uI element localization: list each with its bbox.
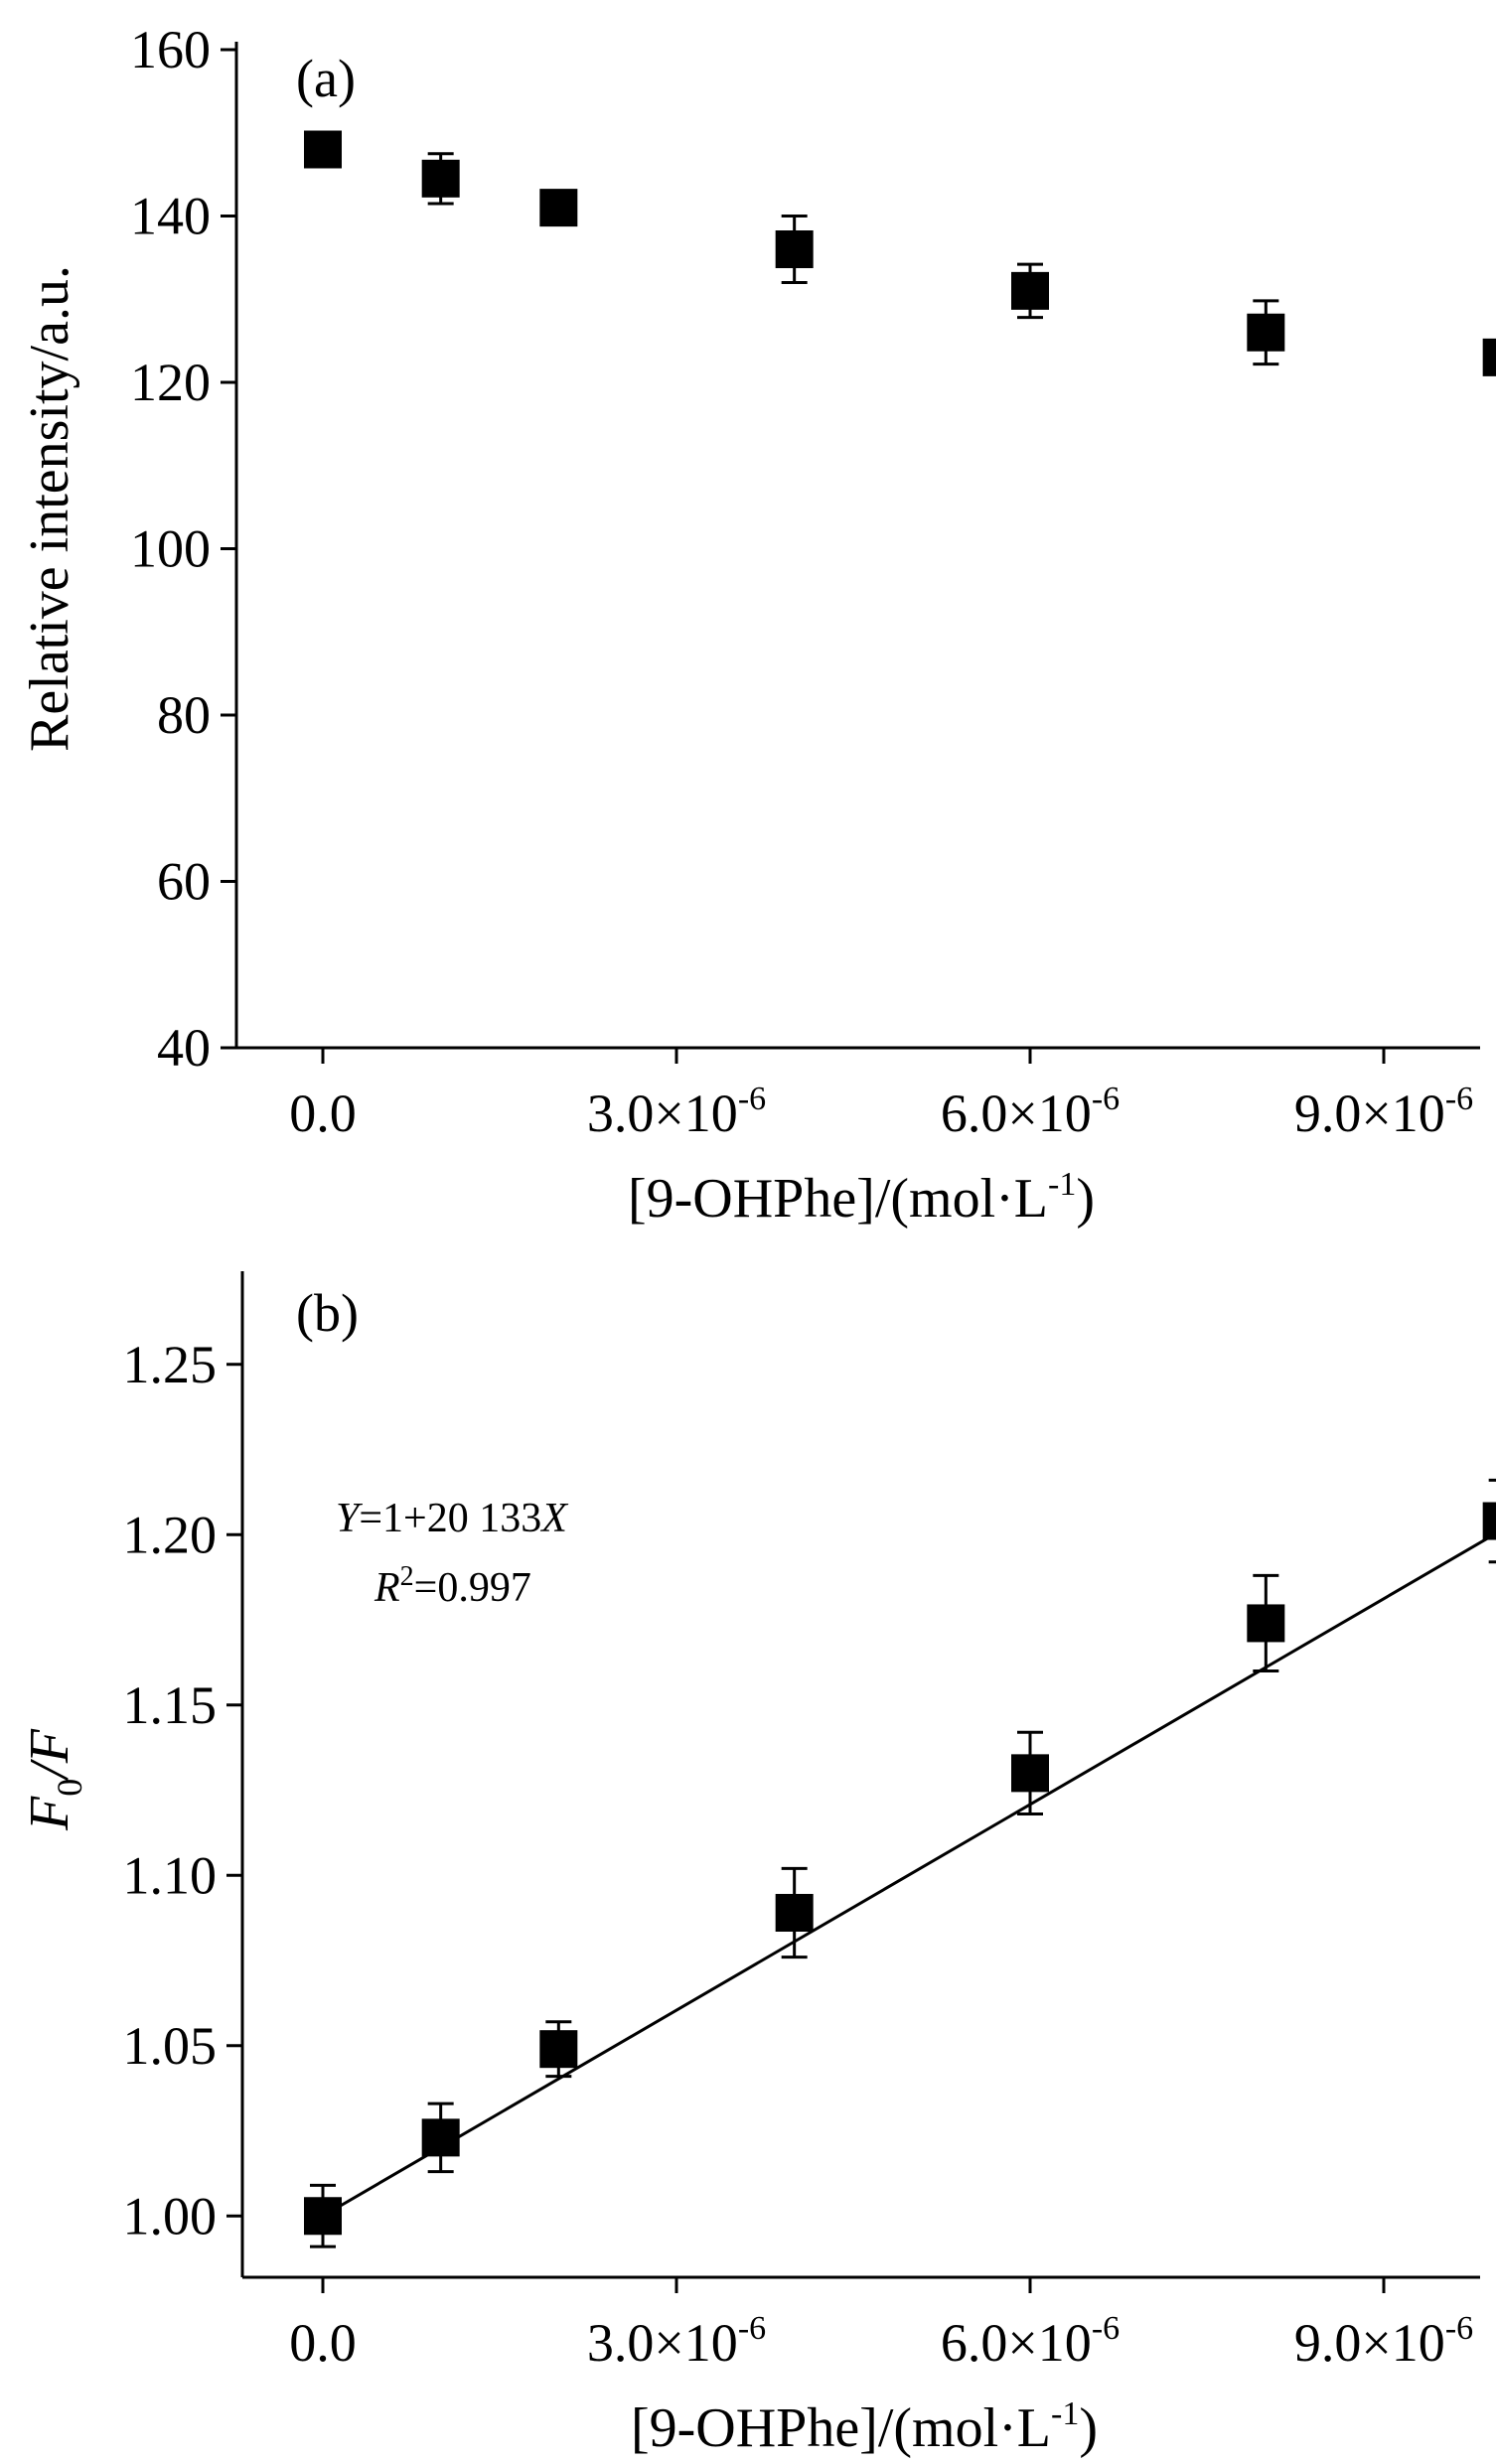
x-tick-mantissa: 6.0×10 — [941, 1084, 1092, 1143]
chart-panel-b: 1.001.051.101.151.201.250.0 3.0×10-6 6.0×1… — [19, 1271, 1496, 2459]
data-point — [775, 1893, 814, 1932]
x-tick-exponent: -6 — [1092, 2310, 1120, 2347]
x-axis-title: [9-OHPhe]/(mol·L-1) — [631, 2395, 1098, 2459]
data-point — [304, 130, 342, 169]
y-tick-label: 120 — [130, 353, 211, 412]
x-tick-exponent: -6 — [1445, 1081, 1473, 1117]
r-squared-sup: 2 — [400, 1561, 414, 1592]
y-tick-label: 80 — [157, 685, 211, 745]
r-squared-r: R — [374, 1565, 400, 1611]
x-tick-label: 3.0×10-6 — [587, 1081, 766, 1143]
x-axis-title-main: [9-OHPhe]/(mol·L — [631, 2397, 1051, 2459]
x-axis-title-superscript: -1 — [1051, 2395, 1079, 2432]
data-point — [1482, 1502, 1496, 1540]
x-tick-mantissa: 3.0×10 — [587, 2313, 738, 2373]
x-axis-title-tail: ) — [1076, 1168, 1095, 1230]
panel-label: (a) — [296, 49, 356, 108]
x-tick-exponent: -6 — [738, 1081, 766, 1117]
y-tick-label: 60 — [157, 852, 211, 912]
x-tick-mantissa: 9.0×10 — [1294, 1084, 1445, 1143]
data-point — [304, 2197, 342, 2236]
data-point — [1011, 271, 1049, 310]
y-tick-label: 1.00 — [123, 2186, 218, 2246]
x-tick-mantissa: 3.0×10 — [587, 1084, 738, 1143]
data-point — [539, 2030, 578, 2069]
x-tick-label: 9.0×10-6 — [1294, 1081, 1473, 1143]
y-axis-title-rest: /F — [19, 1728, 80, 1782]
x-tick-label: 3.0×10-6 — [587, 2310, 766, 2373]
x-tick-mantissa: 6.0×10 — [941, 2313, 1092, 2373]
data-point — [1247, 313, 1285, 352]
x-tick-exponent: -6 — [1445, 2310, 1473, 2347]
fit-equation-x: X — [539, 1496, 569, 1541]
x-tick-label: 9.0×10-6 — [1294, 2310, 1473, 2373]
data-point — [421, 2118, 460, 2157]
x-tick-mantissa: 0.0 — [289, 1084, 357, 1143]
r-squared: R2=0.997 — [374, 1561, 531, 1611]
fit-equation-mid: =1+20 133 — [359, 1496, 541, 1541]
x-axis-title: [9-OHPhe]/(mol·L-1) — [628, 1166, 1095, 1230]
x-tick-label: 0.0 — [289, 2313, 357, 2373]
panel-label: (b) — [296, 1283, 359, 1343]
x-axis-title-tail: ) — [1079, 2397, 1098, 2459]
x-axis-title-main: [9-OHPhe]/(mol·L — [628, 1168, 1048, 1230]
data-point — [1011, 1754, 1049, 1793]
y-axis-title-subscript: 0 — [50, 1779, 89, 1797]
y-tick-label: 1.20 — [123, 1505, 218, 1564]
x-tick-label: 6.0×10-6 — [941, 1081, 1120, 1143]
y-tick-label: 140 — [130, 187, 211, 246]
x-tick-label: 0.0 — [289, 1084, 357, 1143]
x-tick-exponent: -6 — [738, 2310, 766, 2347]
data-point — [775, 230, 814, 268]
x-tick-label: 6.0×10-6 — [941, 2310, 1120, 2373]
data-point — [1482, 338, 1496, 376]
y-axis-title-f: F — [19, 1796, 80, 1831]
data-point — [1247, 1604, 1285, 1643]
data-point — [421, 159, 460, 198]
y-tick-label: 160 — [130, 20, 211, 79]
x-axis-title-superscript: -1 — [1048, 1166, 1076, 1203]
y-tick-label: 1.15 — [123, 1675, 218, 1735]
y-tick-label: 40 — [157, 1018, 211, 1078]
y-axis-title: F0/F — [19, 1728, 89, 1831]
r-squared-value: =0.997 — [414, 1565, 531, 1611]
data-point — [539, 189, 578, 227]
fit-equation: Y=1+20 133X — [336, 1496, 569, 1541]
y-axis-title: Relative intensity/a.u. — [19, 265, 80, 752]
y-tick-label: 1.10 — [123, 1845, 218, 1905]
x-tick-mantissa: 0.0 — [289, 2313, 357, 2373]
y-tick-label: 1.25 — [123, 1335, 218, 1394]
x-tick-exponent: -6 — [1092, 1081, 1120, 1117]
x-tick-mantissa: 9.0×10 — [1294, 2313, 1445, 2373]
y-tick-label: 100 — [130, 519, 211, 579]
y-tick-label: 1.05 — [123, 2016, 218, 2076]
fit-equation-y: Y — [336, 1496, 364, 1541]
